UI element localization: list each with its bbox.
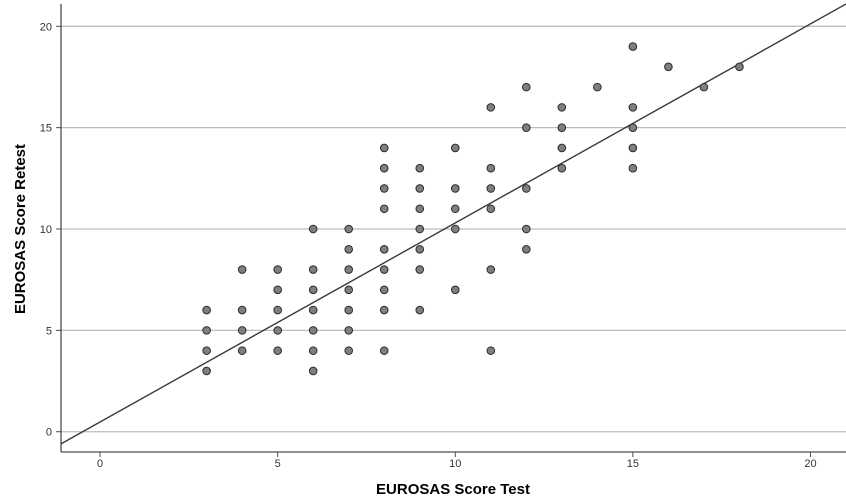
data-point bbox=[450, 143, 460, 153]
data-point bbox=[593, 82, 602, 92]
data-point bbox=[415, 163, 425, 173]
data-point bbox=[344, 224, 354, 234]
data-point bbox=[522, 224, 531, 234]
data-point bbox=[557, 163, 567, 173]
data-point bbox=[628, 123, 638, 132]
y-axis-ticks: 0 5 10 15 20 bbox=[40, 21, 61, 439]
data-point bbox=[628, 163, 638, 173]
x-tick-label-20: 20 bbox=[804, 458, 816, 470]
data-point bbox=[308, 366, 318, 376]
data-point bbox=[379, 163, 389, 173]
data-point bbox=[628, 42, 638, 51]
x-tick-label-10: 10 bbox=[449, 458, 461, 470]
data-point bbox=[379, 305, 389, 315]
data-point bbox=[664, 62, 673, 72]
reference-line bbox=[60, 3, 846, 445]
x-tick-label-0: 0 bbox=[97, 458, 103, 470]
data-point bbox=[273, 326, 282, 335]
x-tick-label-15: 15 bbox=[627, 458, 639, 470]
data-point bbox=[379, 285, 389, 295]
data-point bbox=[415, 224, 425, 234]
y-tick-label-0: 0 bbox=[46, 427, 52, 439]
data-point bbox=[273, 285, 282, 295]
data-point bbox=[237, 346, 247, 355]
data-point bbox=[628, 143, 638, 153]
data-point bbox=[486, 346, 496, 355]
data-points bbox=[202, 42, 744, 376]
x-axis-title: EUROSAS Score Test bbox=[376, 481, 530, 498]
y-tick-label-10: 10 bbox=[40, 224, 52, 236]
data-point bbox=[486, 265, 496, 274]
data-point bbox=[486, 163, 496, 173]
data-point bbox=[379, 265, 389, 274]
data-point bbox=[379, 204, 389, 214]
data-point bbox=[202, 346, 211, 355]
data-point bbox=[522, 123, 531, 132]
data-point bbox=[486, 184, 496, 193]
data-point bbox=[237, 305, 247, 315]
data-point bbox=[379, 244, 389, 254]
data-point bbox=[273, 265, 282, 274]
data-point bbox=[522, 244, 531, 254]
data-point bbox=[379, 184, 389, 193]
data-point bbox=[344, 244, 354, 254]
data-point bbox=[237, 326, 247, 335]
data-point bbox=[379, 346, 389, 355]
data-point bbox=[450, 285, 460, 295]
data-point bbox=[415, 184, 425, 193]
data-point bbox=[628, 103, 638, 112]
x-axis-ticks: 0 5 10 15 20 bbox=[97, 452, 817, 470]
y-tick-label-15: 15 bbox=[40, 123, 52, 135]
data-point bbox=[450, 204, 460, 214]
y-axis-title: EUROSAS Score Retest bbox=[12, 144, 29, 314]
data-point bbox=[486, 103, 496, 112]
data-point bbox=[308, 305, 318, 315]
data-point bbox=[450, 184, 460, 193]
y-tick-label-20: 20 bbox=[40, 21, 52, 33]
data-point bbox=[308, 265, 318, 274]
data-point bbox=[735, 62, 744, 72]
data-point bbox=[344, 265, 354, 274]
data-point bbox=[273, 346, 282, 355]
data-point bbox=[308, 224, 318, 234]
data-point bbox=[557, 143, 567, 153]
data-point bbox=[415, 305, 425, 315]
data-point bbox=[344, 285, 354, 295]
data-point bbox=[699, 82, 709, 92]
data-point bbox=[379, 143, 389, 153]
data-point bbox=[557, 123, 567, 132]
data-point bbox=[450, 224, 460, 234]
data-point bbox=[308, 285, 318, 295]
data-point bbox=[202, 366, 211, 376]
data-point bbox=[415, 265, 425, 274]
data-point bbox=[344, 326, 354, 335]
data-point bbox=[415, 204, 425, 214]
data-point bbox=[522, 82, 531, 92]
data-point bbox=[202, 305, 211, 315]
data-point bbox=[308, 346, 318, 355]
x-tick-label-5: 5 bbox=[275, 458, 281, 470]
data-point bbox=[308, 326, 318, 335]
data-point bbox=[557, 103, 567, 112]
data-point bbox=[237, 265, 247, 274]
y-tick-label-5: 5 bbox=[46, 325, 52, 337]
data-point bbox=[344, 305, 354, 315]
data-point bbox=[522, 184, 531, 193]
data-point bbox=[273, 305, 282, 315]
data-point bbox=[415, 244, 425, 254]
data-point bbox=[202, 326, 211, 335]
data-point bbox=[344, 346, 354, 355]
data-point bbox=[486, 204, 496, 214]
